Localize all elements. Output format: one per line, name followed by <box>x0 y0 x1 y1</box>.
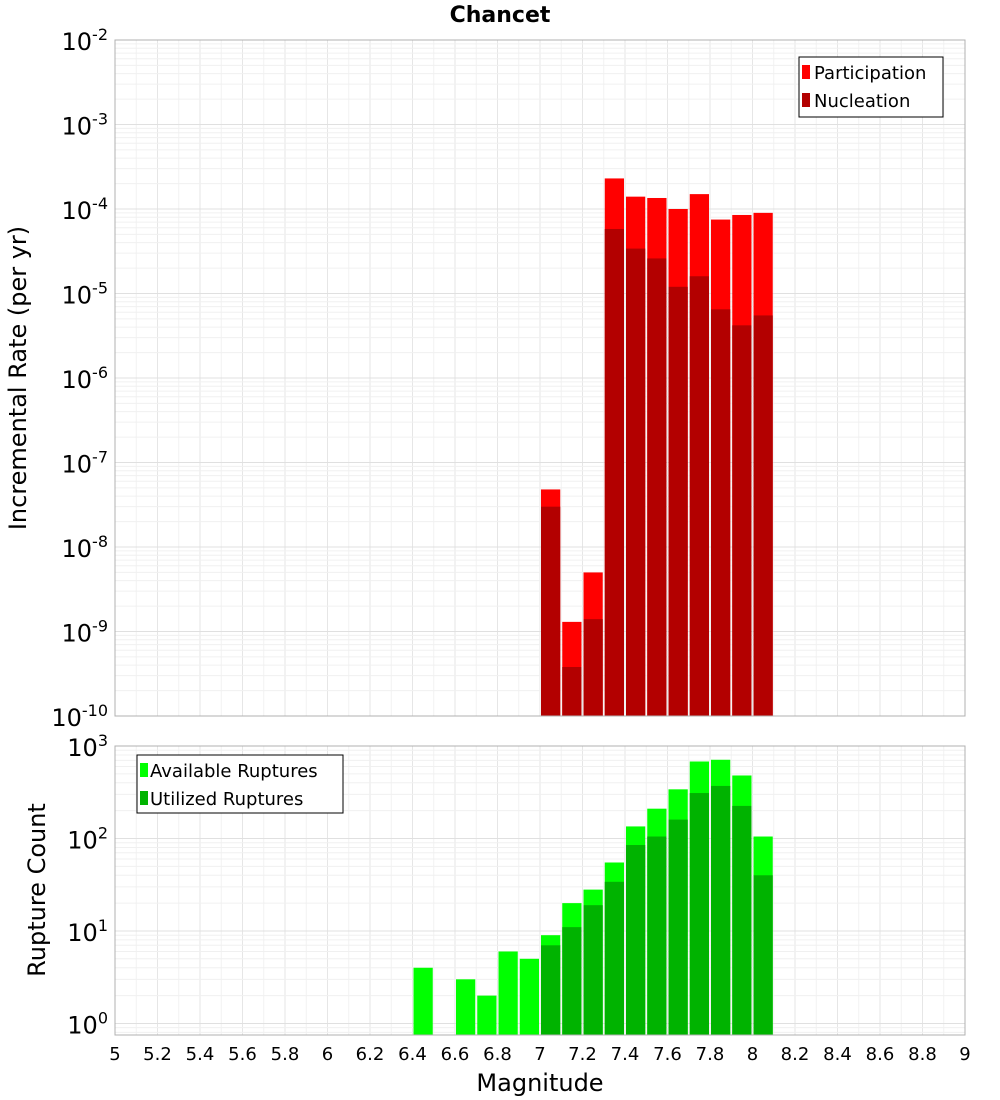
bar-available-ruptures <box>456 979 476 1035</box>
bar-available-ruptures <box>519 958 539 1035</box>
bar-utilized-ruptures <box>604 881 624 1035</box>
top-gridlines <box>114 39 966 717</box>
y-tick-label: 10-2 <box>62 25 109 56</box>
bar-utilized-ruptures <box>689 793 709 1035</box>
x-tick-label: 8.2 <box>781 1044 810 1065</box>
x-tick-label: 6.8 <box>483 1044 512 1065</box>
y-tick-label: 10-6 <box>62 363 109 394</box>
bottom-plot-border <box>114 745 966 1036</box>
x-tick-label: 8.6 <box>866 1044 895 1065</box>
bar-nucleation <box>626 248 646 716</box>
bar-utilized-ruptures <box>711 785 731 1035</box>
x-tick-label: 9 <box>959 1044 970 1065</box>
bar-utilized-ruptures <box>583 905 603 1035</box>
bottom-legend: Available Ruptures Utilized Ruptures <box>136 754 344 814</box>
x-tick-label: 8.8 <box>908 1044 937 1065</box>
y-tick-label: 10-9 <box>62 617 109 648</box>
bar-nucleation <box>753 315 773 716</box>
y-tick-label: 10-8 <box>62 532 109 563</box>
bottom-y-axis-label: Rupture Count <box>23 803 51 977</box>
bar-available-ruptures <box>477 995 497 1035</box>
x-axis-label: Magnitude <box>476 1069 603 1097</box>
y-tick-label: 10-5 <box>62 279 109 310</box>
bar-nucleation <box>562 667 582 716</box>
top-y-tick-labels: 10-10 10-9 10-8 10-7 10-6 10-5 10-4 10-3 10-2 <box>51 25 108 732</box>
legend-swatch-participation <box>802 65 810 79</box>
bar-nucleation <box>732 325 752 716</box>
bar-nucleation <box>541 506 561 716</box>
top-legend: Participation Nucleation <box>798 56 944 118</box>
y-tick-label: 102 <box>67 823 108 854</box>
x-tick-label: 6 <box>322 1044 333 1065</box>
bar-nucleation <box>647 258 667 716</box>
x-tick-label: 8 <box>747 1044 758 1065</box>
y-tick-label: 100 <box>67 1008 108 1039</box>
bar-available-ruptures <box>498 951 518 1035</box>
top-plot-border <box>114 39 966 717</box>
y-tick-label: 10-10 <box>51 701 108 732</box>
y-tick-label: 103 <box>67 731 108 762</box>
legend-label-participation: Participation <box>814 63 926 84</box>
bar-utilized-ruptures <box>626 845 646 1035</box>
bottom-bars <box>413 759 773 1035</box>
x-tick-label: 7.6 <box>653 1044 682 1065</box>
x-tick-label: 5.6 <box>228 1044 257 1065</box>
top-legend-box <box>798 56 944 118</box>
bar-nucleation <box>711 309 731 716</box>
bar-utilized-ruptures <box>668 819 688 1035</box>
legend-swatch-nucleation <box>802 93 810 107</box>
bottom-chart-panel: 100 101 102 103 5 5.2 5.4 5.6 5.8 6 6.2 6.4 6.6 6.8 7… <box>23 731 971 1097</box>
bar-utilized-ruptures <box>541 945 561 1035</box>
bar-available-ruptures <box>413 967 433 1035</box>
top-bars <box>541 178 773 717</box>
chart-title: Chancet <box>450 3 551 28</box>
bar-utilized-ruptures <box>732 805 752 1035</box>
top-chart-panel: 10-10 10-9 10-8 10-7 10-6 10-5 10-4 10-3 10-2 In… <box>4 25 966 732</box>
x-tick-label: 5 <box>109 1044 120 1065</box>
y-tick-label: 10-3 <box>62 110 109 141</box>
bar-utilized-ruptures <box>753 875 773 1035</box>
bar-utilized-ruptures <box>647 836 667 1035</box>
y-tick-label: 101 <box>67 916 108 947</box>
x-tick-label: 7 <box>534 1044 545 1065</box>
x-tick-label: 7.8 <box>696 1044 725 1065</box>
legend-swatch-available <box>140 763 148 777</box>
x-tick-label: 7.4 <box>611 1044 640 1065</box>
bar-nucleation <box>583 619 603 716</box>
legend-swatch-utilized <box>140 791 148 805</box>
x-tick-label: 5.8 <box>271 1044 300 1065</box>
x-tick-labels: 5 5.2 5.4 5.6 5.8 6 6.2 6.4 6.6 6.8 7 7.2 7.4 7.6 7.8 8… <box>109 1044 970 1065</box>
legend-label-utilized: Utilized Ruptures <box>150 789 303 810</box>
legend-label-nucleation: Nucleation <box>814 91 910 112</box>
bar-nucleation <box>689 276 709 716</box>
bottom-legend-box <box>136 754 344 814</box>
top-y-axis-label: Incremental Rate (per yr) <box>4 226 32 530</box>
x-tick-label: 6.4 <box>398 1044 427 1065</box>
x-tick-label: 8.4 <box>823 1044 852 1065</box>
bottom-y-tick-labels: 100 101 102 103 <box>67 731 108 1039</box>
x-tick-label: 5.4 <box>186 1044 215 1065</box>
bar-utilized-ruptures <box>562 927 582 1035</box>
x-tick-label: 7.2 <box>568 1044 597 1065</box>
bar-nucleation <box>668 286 688 716</box>
x-tick-label: 6.6 <box>441 1044 470 1065</box>
legend-label-available: Available Ruptures <box>150 761 318 782</box>
y-tick-label: 10-4 <box>62 194 109 225</box>
bar-nucleation <box>604 228 624 716</box>
x-tick-label: 5.2 <box>143 1044 172 1065</box>
y-tick-label: 10-7 <box>62 448 109 479</box>
x-tick-label: 6.2 <box>356 1044 385 1065</box>
